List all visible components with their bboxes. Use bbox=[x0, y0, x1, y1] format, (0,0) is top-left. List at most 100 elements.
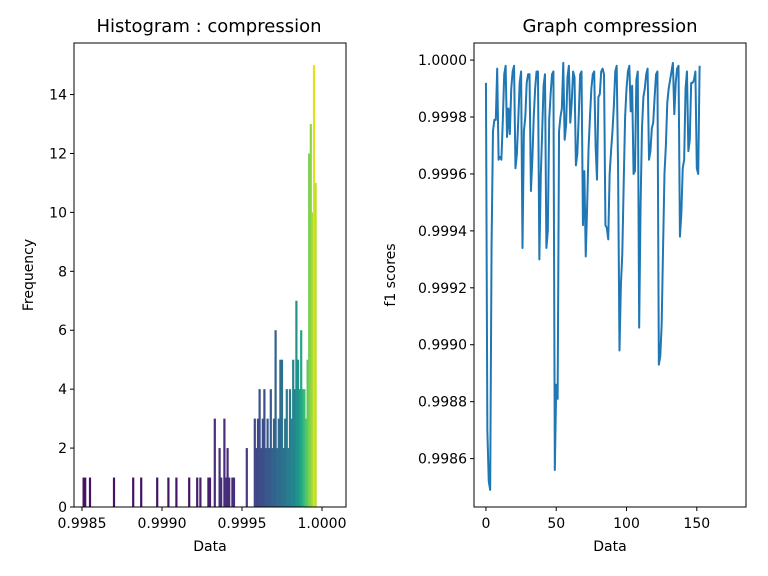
line-chart-axes-frame bbox=[473, 42, 747, 508]
histogram-y-tick-label: 10 bbox=[49, 205, 67, 221]
histogram-bar bbox=[220, 477, 223, 507]
histogram-bar bbox=[295, 300, 298, 507]
histogram-bar bbox=[260, 448, 263, 507]
histogram-x-tick-label: 0.9985 bbox=[58, 516, 107, 532]
line-chart-y-tick-label: 0.9998 bbox=[418, 110, 467, 126]
histogram-bar bbox=[258, 389, 261, 507]
line-chart-y-tick-label: 0.9988 bbox=[418, 395, 467, 411]
histogram-y-tick-label: 12 bbox=[49, 146, 67, 162]
line-chart-x-ticks: 0 50 100 150 bbox=[481, 507, 710, 532]
line-chart-y-tick-label: 1.0000 bbox=[418, 53, 467, 69]
histogram-bar bbox=[232, 477, 236, 507]
line-chart-y-tick-label: 0.9996 bbox=[418, 167, 467, 183]
histogram-bar bbox=[308, 153, 311, 508]
histogram-bar bbox=[199, 477, 202, 507]
histogram-bar bbox=[207, 477, 210, 507]
histogram-bar bbox=[228, 477, 231, 507]
histogram-chart: Histogram : compression 0 2 4 6 8 10 12 14 0.99… bbox=[21, 16, 347, 555]
histogram-bar bbox=[276, 448, 279, 507]
histogram-x-axis-label: Data bbox=[193, 539, 226, 555]
histogram-bar bbox=[226, 448, 229, 507]
line-chart-y-tick-label: 0.9994 bbox=[418, 224, 467, 240]
line-chart-y-ticks: 0.9986 0.9988 0.9990 0.9992 0.9994 0.9996 0.99… bbox=[418, 53, 474, 468]
histogram-bar bbox=[282, 448, 285, 507]
histogram-y-tick-label: 2 bbox=[58, 441, 67, 457]
histogram-bar bbox=[269, 389, 272, 507]
histogram-bar bbox=[266, 418, 269, 507]
histogram-bar bbox=[167, 477, 170, 507]
histogram-x-tick-label: 0.9995 bbox=[218, 516, 267, 532]
histogram-bar bbox=[132, 477, 135, 507]
histogram-bar bbox=[296, 359, 300, 507]
histogram-bar bbox=[274, 330, 277, 507]
histogram-y-ticks: 0 2 4 6 8 10 12 14 bbox=[49, 88, 74, 516]
histogram-bar bbox=[256, 418, 260, 507]
histogram-bar bbox=[196, 477, 199, 507]
histogram-y-tick-label: 6 bbox=[58, 323, 67, 339]
histogram-bar bbox=[218, 448, 221, 507]
line-chart: Graph compression 0.99860.99880.99900.99… bbox=[383, 16, 747, 555]
histogram-bar bbox=[261, 418, 264, 507]
histogram-x-tick-label: 1.0000 bbox=[298, 516, 347, 532]
histogram-y-tick-label: 4 bbox=[58, 382, 67, 398]
histogram-bar bbox=[223, 418, 226, 507]
line-chart-y-axis-label: f1 scores bbox=[383, 243, 399, 306]
histogram-bar bbox=[293, 389, 296, 507]
line-chart-x-tick-label: 50 bbox=[547, 516, 565, 532]
histogram-bar bbox=[253, 418, 256, 507]
line-chart-title: Graph compression bbox=[522, 16, 697, 37]
histogram-bar bbox=[279, 359, 282, 507]
histogram-bar bbox=[311, 212, 314, 507]
histogram-bar bbox=[290, 418, 293, 507]
histogram-bar bbox=[268, 448, 271, 507]
histogram-bar bbox=[255, 448, 258, 507]
histogram-x-tick-label: 0.9990 bbox=[138, 516, 187, 532]
histogram-axes-frame bbox=[73, 42, 347, 508]
histogram-bars bbox=[82, 65, 317, 508]
histogram-bar bbox=[156, 477, 159, 507]
histogram-y-tick-label: 8 bbox=[58, 264, 67, 280]
histogram-bar bbox=[188, 477, 191, 507]
line-chart-x-axis-label: Data bbox=[593, 539, 626, 555]
histogram-y-tick-label: 14 bbox=[49, 88, 67, 104]
histogram-bar bbox=[112, 477, 116, 507]
histogram-bar bbox=[312, 65, 316, 507]
histogram-x-ticks: 0.9985 0.9990 0.9995 1.0000 bbox=[58, 507, 347, 532]
histogram-bar bbox=[88, 477, 92, 507]
line-chart-x-tick-label: 150 bbox=[683, 516, 710, 532]
histogram-bar bbox=[287, 448, 290, 507]
histogram-bar bbox=[271, 448, 274, 507]
histogram-bar bbox=[272, 418, 276, 507]
histogram-bar bbox=[292, 359, 295, 507]
histogram-bar bbox=[284, 418, 287, 507]
histogram-bar bbox=[175, 477, 178, 507]
histogram-bar bbox=[208, 477, 212, 507]
histogram-bar bbox=[306, 359, 309, 507]
line-chart-x-tick-label: 100 bbox=[613, 516, 640, 532]
histogram-bar bbox=[285, 389, 288, 507]
histogram-bar bbox=[298, 389, 301, 507]
line-chart-x-tick-label: 0 bbox=[481, 516, 490, 532]
line-chart-y-tick-label: 0.9992 bbox=[418, 281, 467, 297]
histogram-bar bbox=[264, 448, 268, 507]
histogram-bar bbox=[213, 418, 216, 507]
line-chart-y-tick-label: 0.9990 bbox=[418, 338, 467, 354]
histogram-bar bbox=[224, 477, 228, 507]
histogram-bar bbox=[304, 418, 308, 507]
histogram-bar bbox=[263, 389, 266, 507]
histogram-bar bbox=[303, 389, 306, 507]
histogram-bar bbox=[280, 359, 284, 507]
histogram-bar bbox=[245, 448, 248, 507]
f1-scores-line bbox=[484, 61, 701, 491]
histogram-bar bbox=[231, 477, 234, 507]
line-chart-y-tick-label: 0.9986 bbox=[418, 452, 467, 468]
histogram-bar bbox=[84, 477, 87, 507]
histogram-y-axis-label: Frequency bbox=[21, 239, 37, 311]
histogram-bar bbox=[300, 330, 303, 507]
histogram-title: Histogram : compression bbox=[96, 16, 321, 37]
histogram-bar bbox=[301, 389, 304, 507]
histogram-bar bbox=[82, 477, 85, 507]
histogram-bar bbox=[288, 389, 292, 507]
histogram-bar bbox=[277, 418, 280, 507]
